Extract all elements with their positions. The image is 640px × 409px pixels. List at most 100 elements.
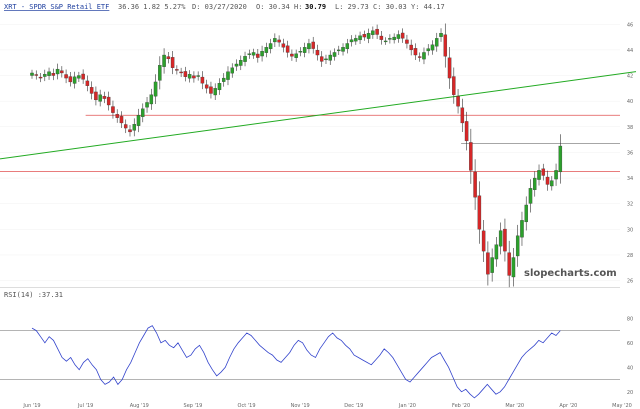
candle <box>281 38 286 53</box>
candle-up <box>98 94 102 102</box>
candle-up <box>550 180 554 187</box>
x-tick-label: Apr '20 <box>559 403 577 409</box>
price-tick-label: 32 <box>627 202 633 208</box>
candle <box>460 98 465 132</box>
candle <box>119 111 124 128</box>
candle <box>388 34 392 44</box>
candle <box>175 65 179 75</box>
candle <box>64 69 68 84</box>
price-tick-label: 30 <box>627 227 633 233</box>
candle <box>417 52 422 62</box>
price-tick-label: 42 <box>627 74 633 80</box>
candle <box>443 23 448 68</box>
candle <box>285 40 290 58</box>
candle <box>341 43 345 56</box>
candle-down <box>81 73 85 80</box>
candle <box>507 240 511 288</box>
candle <box>251 48 256 59</box>
candle-up <box>162 54 166 67</box>
candle-down <box>51 73 56 76</box>
candle-up <box>47 71 51 76</box>
candle <box>34 70 39 80</box>
candle <box>221 73 226 87</box>
candle <box>375 24 379 40</box>
rsi-tick-label: 60 <box>627 341 633 347</box>
candle-down <box>115 114 119 118</box>
candle <box>264 42 269 58</box>
candle-up <box>221 77 226 82</box>
candle-down <box>200 76 205 84</box>
candle <box>115 109 119 123</box>
close-readout: C: 30.03 <box>373 3 407 11</box>
candle <box>537 164 541 186</box>
candle-down <box>486 252 490 275</box>
candle <box>158 56 162 90</box>
candle-up <box>55 68 60 75</box>
rsi-tick-label: 40 <box>627 365 633 371</box>
candle-down <box>464 121 469 142</box>
candle <box>81 69 85 84</box>
candle-down <box>281 43 286 48</box>
rsi-tick-label: 80 <box>627 316 633 322</box>
x-tick-label: Feb '20 <box>452 403 470 409</box>
x-tick-label: Mar '20 <box>505 403 524 409</box>
symbol-link[interactable]: XRT - SPDR S&P Retail ETF <box>4 3 109 11</box>
candle-down <box>277 39 281 43</box>
candle-down <box>94 91 98 101</box>
candle <box>302 42 307 58</box>
candle <box>77 71 81 82</box>
candle-down <box>128 129 132 133</box>
candle-down <box>545 176 550 185</box>
candle <box>332 48 337 61</box>
candle <box>226 66 230 86</box>
candle <box>209 81 213 99</box>
candle <box>68 71 73 87</box>
candle-up <box>383 40 388 43</box>
date-readout: D: 03/27/2020 <box>192 3 247 11</box>
candle <box>515 224 520 267</box>
candle <box>426 44 430 56</box>
candle-down <box>503 228 507 252</box>
candle-down <box>362 34 367 38</box>
x-tick-label: Dec '19 <box>344 403 363 409</box>
candle <box>123 119 128 134</box>
candle <box>106 91 111 111</box>
candle <box>192 71 196 83</box>
candle-down <box>60 70 64 74</box>
candle <box>89 81 94 100</box>
candle-up <box>187 74 192 79</box>
candle <box>230 63 234 78</box>
candle-down <box>473 171 477 198</box>
candle <box>153 74 158 104</box>
rsi-panel: RSI(14) :37.31 80 60 40 20 <box>0 291 633 399</box>
candle-up <box>528 188 533 204</box>
candle <box>554 163 558 186</box>
candle <box>273 33 277 47</box>
price-tick-label: 44 <box>627 48 633 54</box>
price-tick-label: 38 <box>627 125 633 131</box>
candle-up <box>243 56 247 62</box>
candle <box>196 71 200 81</box>
candle-up <box>345 43 350 50</box>
candle <box>383 37 388 45</box>
candle <box>524 196 528 231</box>
candle-up <box>247 53 252 55</box>
candle-up <box>77 75 81 79</box>
price-tick-label: 28 <box>627 253 633 259</box>
candle-up <box>341 47 345 52</box>
candle-up <box>328 54 332 61</box>
candle <box>183 66 188 82</box>
candlesticks <box>30 23 563 288</box>
candle-up <box>136 115 141 126</box>
candle-up <box>558 145 563 173</box>
candle <box>145 96 149 113</box>
candle <box>85 75 90 92</box>
candle-down <box>256 53 260 58</box>
x-tick-label: May '20 <box>612 403 632 409</box>
candle <box>392 33 396 44</box>
candle-up <box>302 47 307 53</box>
candle-up <box>213 88 217 96</box>
candle-up <box>234 63 239 67</box>
candle <box>290 49 294 61</box>
candle <box>166 52 171 64</box>
